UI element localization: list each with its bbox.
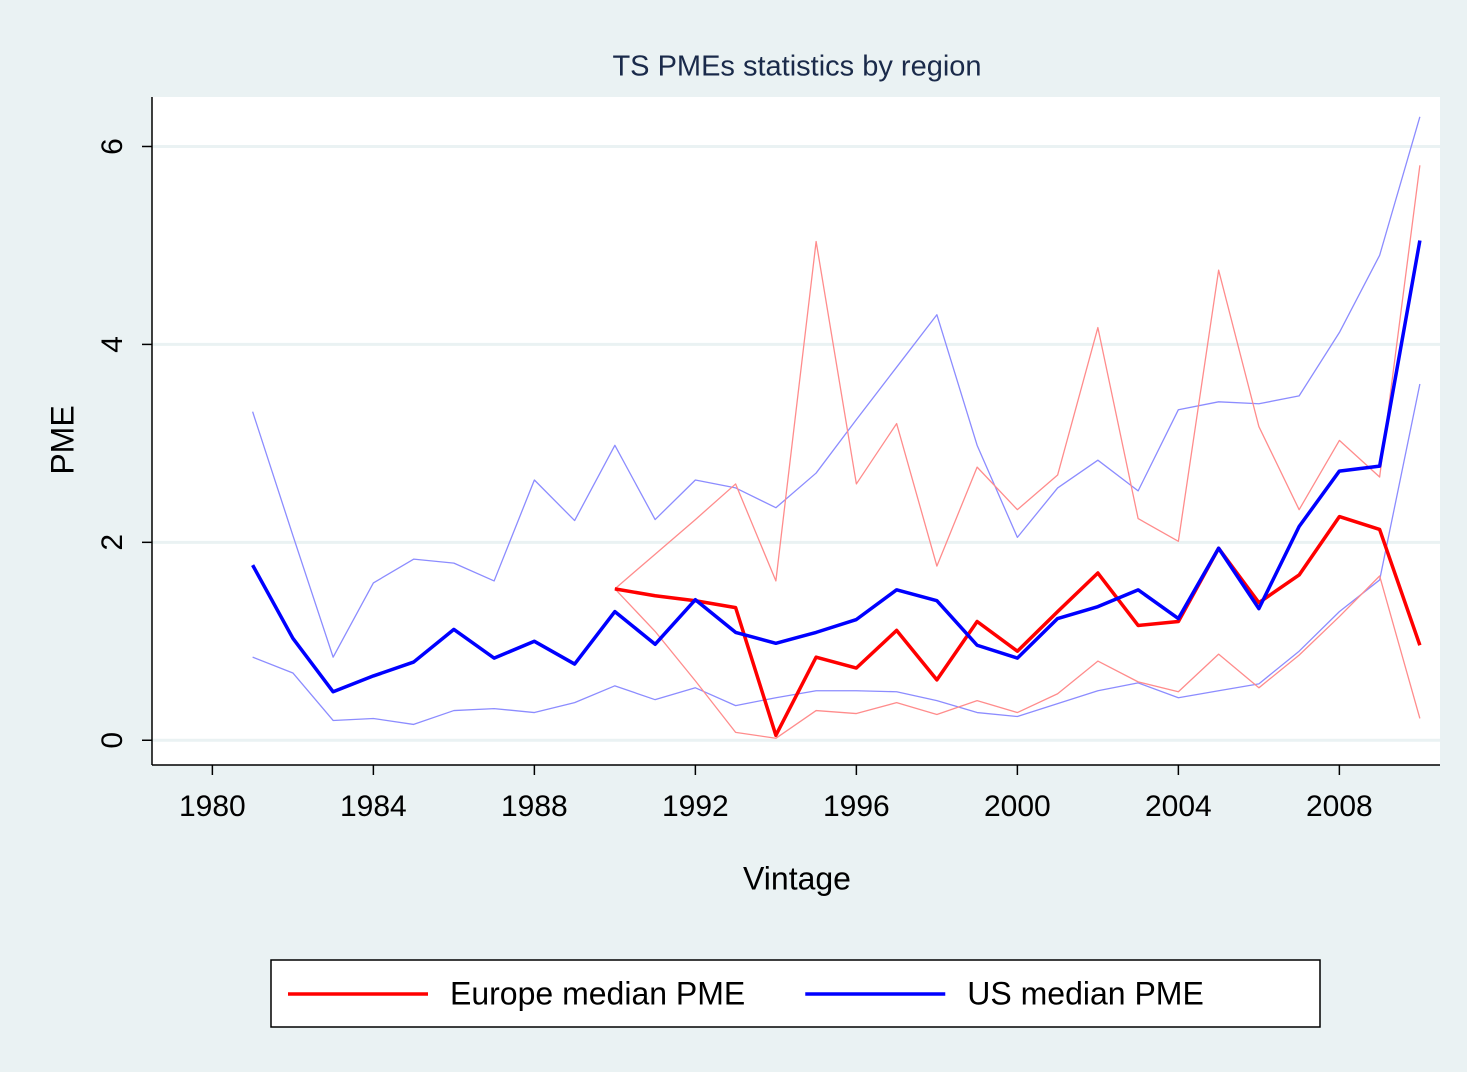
series-line <box>614 165 1421 590</box>
x-tick-label: 2008 <box>1306 790 1373 823</box>
series-line <box>252 116 1421 658</box>
y-tick-label: 0 <box>96 732 129 749</box>
chart-title: TS PMEs statistics by region <box>612 51 981 83</box>
y-tick-label: 2 <box>96 534 129 551</box>
x-tick-label: 2004 <box>1145 790 1212 823</box>
x-axis-label: Vintage <box>743 860 851 896</box>
x-tick-label: 1984 <box>340 790 407 823</box>
legend-label: US median PME <box>967 975 1204 1011</box>
legend-box <box>270 959 1321 1028</box>
series-line <box>251 240 1422 694</box>
plot-area <box>152 97 1440 765</box>
series-line <box>252 383 1421 726</box>
y-tick-label: 4 <box>96 336 129 353</box>
x-tick-label: 1992 <box>662 790 729 823</box>
legend-label: Europe median PME <box>450 975 745 1011</box>
series-line <box>614 575 1421 739</box>
x-tick-label: 1980 <box>179 790 246 823</box>
x-tick-label: 1988 <box>501 790 568 823</box>
x-tick-label: 2000 <box>984 790 1051 823</box>
x-tick-label: 1996 <box>823 790 890 823</box>
y-tick-label: 6 <box>96 138 129 155</box>
series-line <box>614 514 1422 738</box>
y-axis-label: PME <box>44 405 80 474</box>
